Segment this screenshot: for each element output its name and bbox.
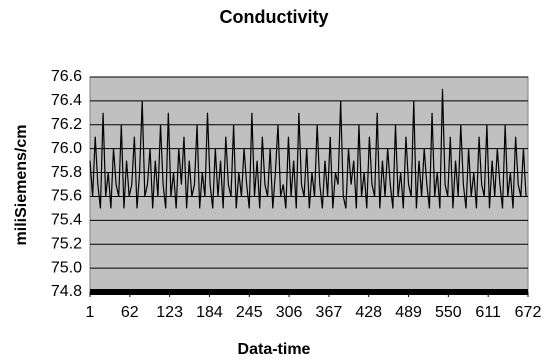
y-tick-label: 75.0	[51, 259, 82, 276]
x-axis-band	[90, 289, 528, 295]
x-tick-label: 672	[515, 304, 542, 321]
y-tick-label: 75.6	[51, 188, 82, 205]
x-tick-label: 184	[196, 304, 223, 321]
x-tick-label: 428	[355, 304, 382, 321]
x-tick-label: 1	[86, 304, 95, 321]
y-tick-label: 75.4	[51, 212, 82, 229]
y-tick-label: 76.2	[51, 116, 82, 133]
x-tick-label: 123	[156, 304, 183, 321]
x-axis-title: Data-time	[238, 341, 311, 358]
y-tick-label: 76.4	[51, 92, 82, 109]
x-tick-label: 550	[435, 304, 462, 321]
chart-title: Conductivity	[219, 7, 328, 27]
y-tick-label: 76.0	[51, 140, 82, 157]
x-tick-label: 245	[236, 304, 263, 321]
y-tick-label: 75.2	[51, 235, 82, 252]
y-axis-title: miliSiemens/cm	[13, 125, 30, 246]
plot-area	[89, 76, 529, 293]
y-tick-label: 75.8	[51, 164, 82, 181]
x-tick-label: 306	[276, 304, 303, 321]
x-tick-label: 611	[475, 304, 501, 321]
x-tick-label: 367	[316, 304, 343, 321]
x-tick-label: 489	[395, 304, 422, 321]
data-line	[89, 88, 527, 209]
y-tick-label: 76.6	[51, 68, 82, 85]
y-tick-label: 74.8	[51, 283, 82, 300]
x-tick-label: 62	[121, 304, 139, 321]
